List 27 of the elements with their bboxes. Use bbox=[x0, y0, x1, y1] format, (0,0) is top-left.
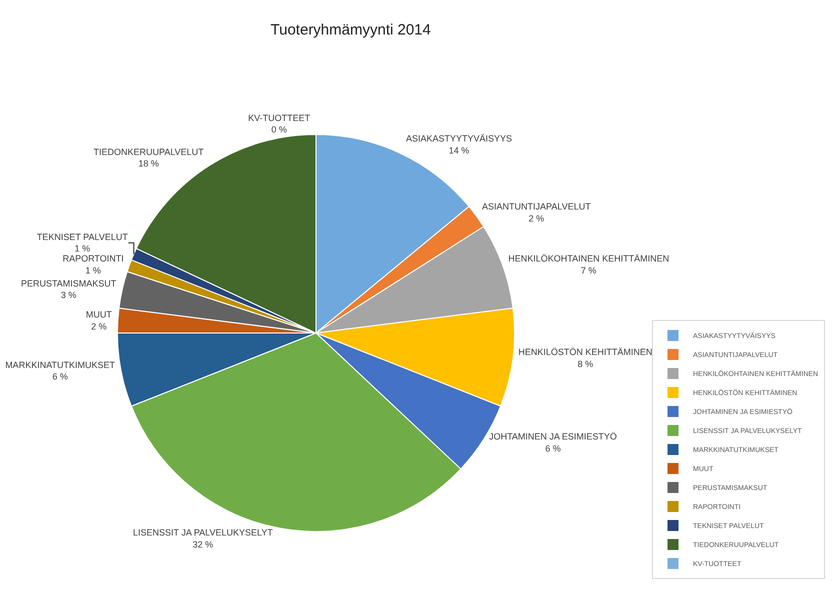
data-label: 32 % bbox=[192, 539, 214, 550]
slice-label: JOHTAMINEN JA ESIMIESTYÖ bbox=[489, 432, 617, 442]
slice-label: HENKILÖKOHTAINEN KEHITTÄMINEN bbox=[508, 254, 670, 264]
data-label: 6 % bbox=[545, 443, 561, 454]
text: 0 % bbox=[271, 124, 287, 134]
data-label: 6 % bbox=[52, 371, 68, 382]
data-label: 14 % bbox=[448, 145, 470, 156]
slice-label: MARKKINATUTKIMUKSET bbox=[5, 360, 116, 370]
slice-label: HENKILÖSTÖN KEHITTÄMINEN bbox=[518, 347, 652, 358]
data-label: 1 % bbox=[74, 244, 90, 254]
data-label: 2 % bbox=[528, 213, 544, 224]
slice-label: LISENSSIT JA PALVELUKYSELYT bbox=[132, 528, 274, 538]
slice-label: TIEDONKERUUPALVELUT bbox=[93, 146, 204, 157]
data-label: 1 % bbox=[85, 265, 101, 276]
slice-label: ASIANTUNTIJAPALVELUT bbox=[482, 202, 592, 212]
slice-label: MUUT bbox=[86, 310, 112, 320]
slice-label: PERUSTAMISMAKSUT bbox=[20, 278, 117, 288]
slice-label: ASIAKASTYYTYVÄISYYS bbox=[406, 134, 512, 144]
category-label: KV-TUOTTEET bbox=[248, 112, 310, 123]
data-label: 7 % bbox=[580, 265, 596, 276]
slice-label: TEKNISET PALVELUT bbox=[36, 232, 128, 242]
data-label: 18 % bbox=[138, 158, 159, 168]
data-label: 3 % bbox=[60, 290, 76, 300]
data-label: 8 % bbox=[578, 358, 594, 369]
slice-label: RAPORTOINTI bbox=[62, 254, 124, 264]
chart-title: Tuoteryhmämyynti 2014 bbox=[270, 21, 431, 38]
data-label: 2 % bbox=[91, 321, 107, 332]
